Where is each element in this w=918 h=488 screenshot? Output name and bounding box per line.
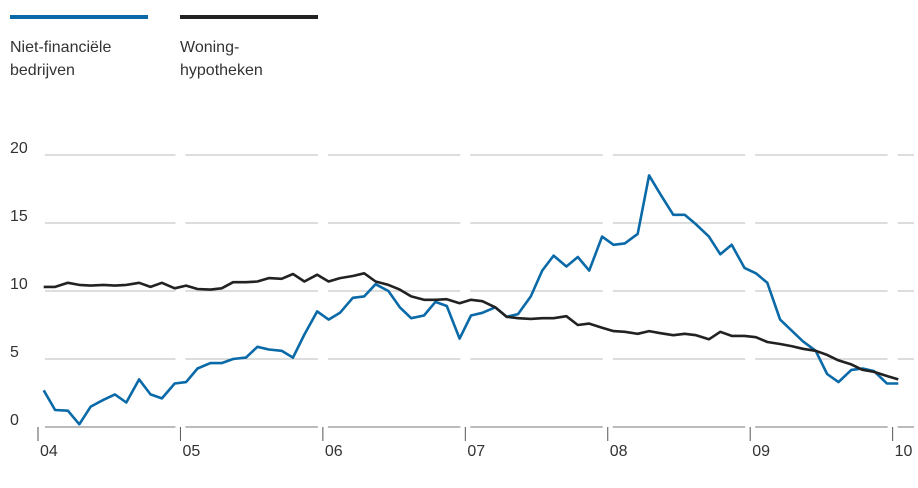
legend-label: Niet-financiële bedrijven [10,39,112,79]
series-line [42,174,899,426]
x-tick-label: 06 [325,443,343,460]
y-tick-label: 10 [10,276,28,293]
series-line [43,272,899,381]
y-tick-label: 5 [10,344,19,361]
x-tick-label: 05 [182,443,200,460]
y-tick-label: 20 [10,140,28,157]
x-tick-label: 09 [752,443,770,460]
x-tick-label: 07 [467,443,485,460]
y-tick-label: 0 [10,412,19,429]
y-tick-label: 15 [10,208,28,225]
x-tick-label: 10 [895,443,913,460]
legend-label: Woning-hypotheken [180,39,263,79]
x-tick-label: 08 [610,443,628,460]
x-tick-label: 04 [40,443,58,460]
